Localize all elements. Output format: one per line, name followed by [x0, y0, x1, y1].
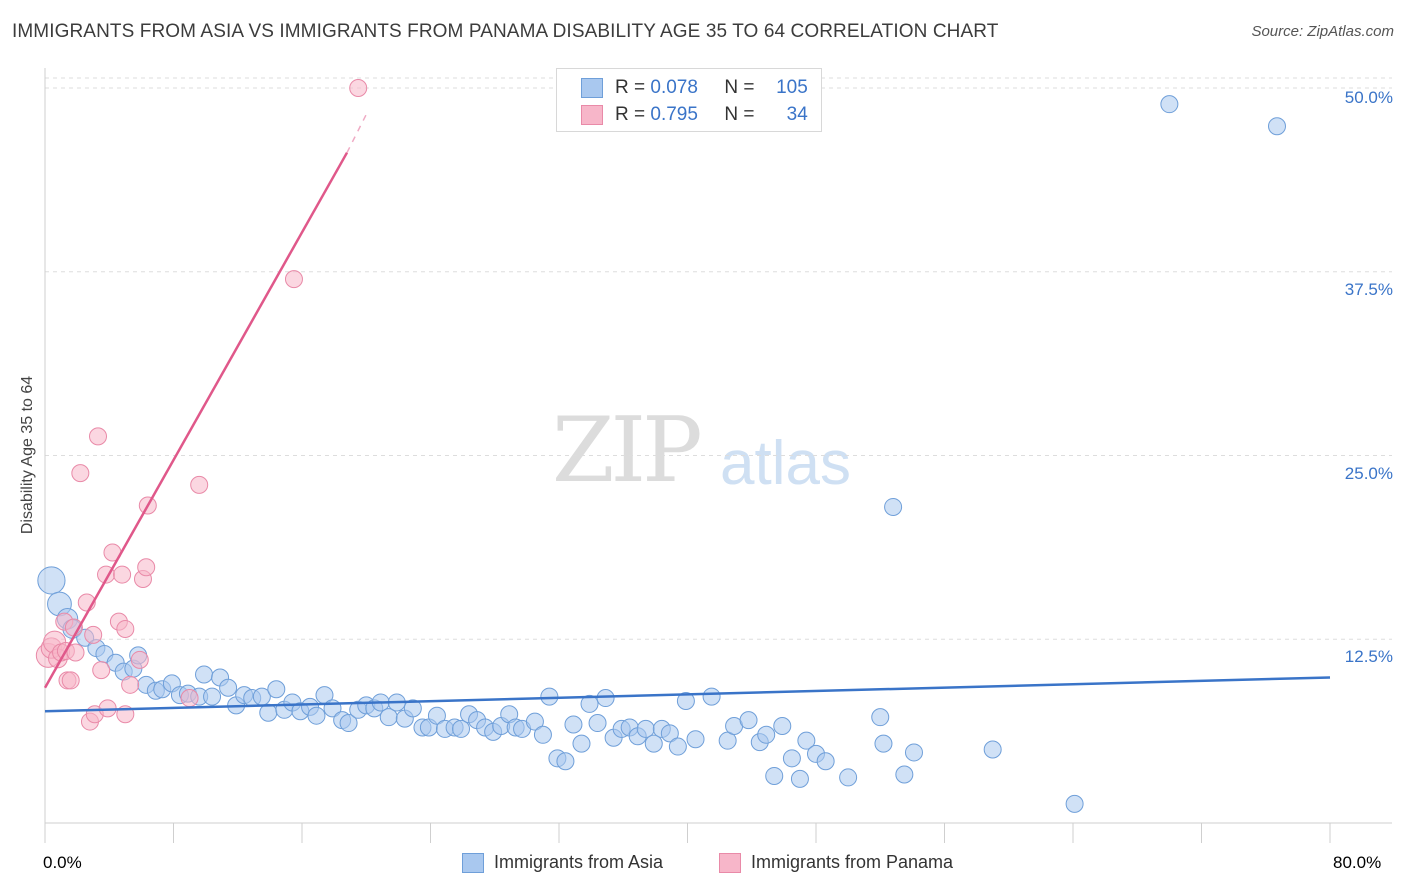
- point-asia-96: [884, 497, 903, 516]
- point-panama-8: [61, 671, 80, 690]
- point-asia-79: [686, 730, 705, 749]
- series-legend-asia: Immigrants from Asia: [462, 852, 663, 873]
- point-asia-65: [572, 734, 591, 753]
- series-label-panama: Immigrants from Panama: [751, 852, 954, 872]
- legend-r-label: R =: [615, 77, 646, 98]
- stats-legend: R = 0.078 N = 105 R = 0.795 N = 34: [556, 68, 822, 132]
- legend-n-value-panama: 34: [786, 104, 808, 125]
- point-asia-78: [676, 691, 695, 710]
- point-panama-14: [84, 625, 103, 644]
- point-panama-10: [66, 643, 85, 662]
- point-panama-17: [92, 661, 111, 680]
- point-asia-87: [773, 716, 792, 735]
- point-asia-100: [1065, 794, 1084, 813]
- legend-n-label: N =: [724, 77, 755, 98]
- series-swatch-asia: [462, 852, 484, 873]
- point-asia-97: [895, 765, 914, 784]
- point-panama-11: [71, 464, 90, 483]
- x-tick-max: 80.0%: [1333, 853, 1382, 872]
- point-panama-22: [113, 565, 132, 584]
- y-tick-label-0: 12.5%: [1344, 647, 1393, 667]
- point-asia-77: [668, 737, 687, 756]
- point-panama-28: [137, 558, 156, 577]
- point-asia-76: [660, 724, 679, 743]
- watermark-atlas: atlas: [720, 429, 851, 498]
- point-panama-25: [121, 675, 140, 694]
- legend-row-panama: R = 0.795 N = 34: [581, 104, 808, 126]
- point-asia-21: [219, 678, 238, 697]
- legend-row-asia: R = 0.078 N = 105: [581, 77, 808, 99]
- point-asia-80: [702, 687, 721, 706]
- watermark-zip: ZIP: [552, 398, 703, 503]
- point-panama-30: [180, 689, 199, 708]
- point-asia-98: [904, 743, 923, 762]
- point-asia-67: [588, 714, 607, 733]
- point-asia-36: [339, 714, 358, 733]
- series-legend-panama: Immigrants from Panama: [719, 852, 953, 873]
- point-asia-92: [816, 752, 835, 771]
- point-asia-63: [556, 752, 575, 771]
- point-asia-27: [267, 680, 286, 699]
- point-panama-31: [190, 475, 209, 494]
- legend-swatch-asia: [581, 78, 603, 98]
- point-asia-83: [739, 711, 758, 730]
- point-asia-50: [452, 719, 471, 738]
- point-panama-32: [284, 270, 303, 289]
- point-asia-89: [790, 769, 809, 788]
- point-asia-66: [580, 694, 599, 713]
- y-tick-label-3: 50.0%: [1344, 88, 1393, 107]
- point-asia-99: [983, 740, 1002, 759]
- point-asia-86: [765, 766, 784, 785]
- point-asia-101: [1160, 95, 1179, 114]
- point-asia-68: [596, 689, 615, 708]
- point-panama-16: [89, 427, 108, 446]
- point-asia-32: [307, 706, 326, 725]
- legend-n-value-asia: 105: [776, 77, 808, 98]
- chart-title: IMMIGRANTS FROM ASIA VS IMMIGRANTS FROM …: [12, 21, 999, 42]
- point-asia-59: [525, 712, 544, 731]
- point-asia-102: [1267, 117, 1286, 136]
- series-swatch-panama: [719, 852, 741, 873]
- point-asia-61: [540, 687, 559, 706]
- y-tick-label-2: 37.5%: [1344, 279, 1393, 299]
- point-asia-0: [37, 566, 66, 595]
- point-asia-95: [874, 734, 893, 753]
- point-panama-33: [349, 79, 368, 97]
- point-asia-18: [195, 665, 214, 684]
- legend-n-label: N =: [724, 104, 755, 125]
- point-asia-60: [533, 725, 552, 744]
- x-tick-min: 0.0%: [43, 853, 82, 872]
- point-asia-47: [427, 706, 446, 725]
- point-asia-85: [757, 725, 776, 744]
- point-panama-26: [130, 650, 149, 669]
- legend-r-label: R =: [615, 104, 646, 125]
- point-asia-94: [871, 708, 890, 727]
- legend-swatch-panama: [581, 105, 603, 125]
- y-tick-label-1: 25.0%: [1344, 463, 1393, 483]
- legend-r-value-asia: 0.078: [650, 77, 698, 98]
- point-asia-90: [797, 731, 816, 750]
- point-asia-44: [403, 699, 422, 718]
- trendline-asia: [44, 676, 1331, 713]
- trendline-panama-extension: [346, 114, 367, 154]
- legend-r-value-panama: 0.795: [650, 104, 698, 125]
- chart-source: Source: ZipAtlas.com: [1251, 23, 1394, 40]
- point-asia-64: [564, 715, 583, 734]
- point-asia-19: [203, 687, 222, 706]
- series-label-asia: Immigrants from Asia: [494, 852, 664, 872]
- point-asia-74: [644, 734, 663, 753]
- point-asia-88: [782, 749, 801, 768]
- point-panama-23: [116, 619, 135, 638]
- point-asia-93: [839, 768, 858, 787]
- trendline-panama: [43, 152, 349, 689]
